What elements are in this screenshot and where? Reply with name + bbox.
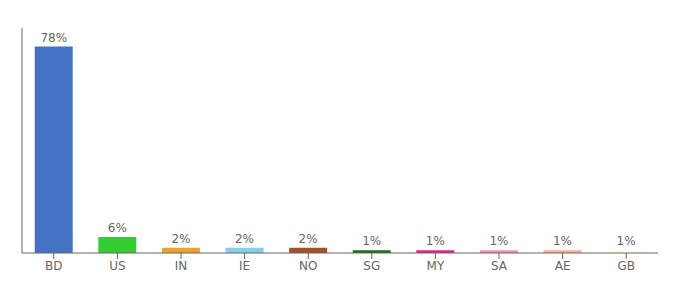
svg-text:SA: SA <box>491 259 508 273</box>
svg-text:GB: GB <box>617 259 635 273</box>
svg-text:6%: 6% <box>108 221 127 235</box>
svg-text:1%: 1% <box>489 234 508 248</box>
svg-text:2%: 2% <box>171 232 190 246</box>
svg-text:2%: 2% <box>235 232 254 246</box>
svg-text:1%: 1% <box>426 234 445 248</box>
svg-text:IE: IE <box>239 259 250 273</box>
svg-text:US: US <box>109 259 125 273</box>
svg-text:NO: NO <box>299 259 317 273</box>
svg-text:BD: BD <box>45 259 62 273</box>
svg-text:MY: MY <box>427 259 445 273</box>
svg-text:78%: 78% <box>40 31 67 45</box>
svg-text:SG: SG <box>363 259 380 273</box>
svg-text:1%: 1% <box>553 234 572 248</box>
svg-text:2%: 2% <box>299 232 318 246</box>
svg-text:1%: 1% <box>617 234 636 248</box>
svg-text:1%: 1% <box>362 234 381 248</box>
svg-text:IN: IN <box>175 259 188 273</box>
svg-text:AE: AE <box>555 259 571 273</box>
